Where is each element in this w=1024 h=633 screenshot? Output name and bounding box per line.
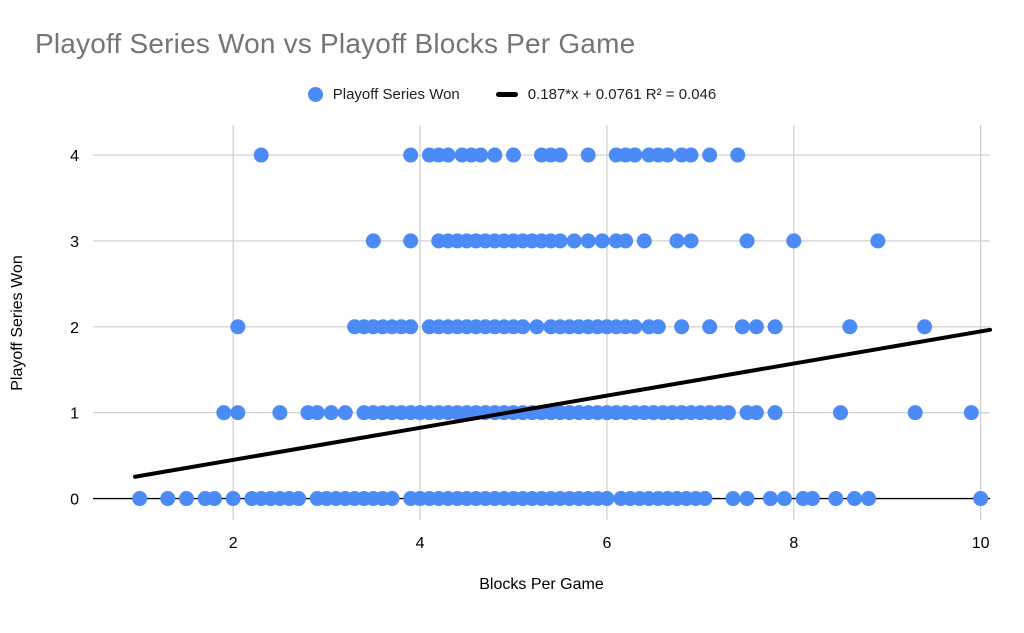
data-point (627, 147, 643, 163)
data-point (702, 147, 718, 163)
x-tick-label: 10 (972, 535, 990, 552)
data-point (337, 405, 353, 421)
data-point (552, 233, 568, 249)
data-point (748, 405, 764, 421)
data-point (384, 491, 400, 507)
y-tick-label: 3 (70, 234, 79, 251)
data-point (230, 405, 246, 421)
data-point (365, 233, 381, 249)
legend-item-trendline: 0.187*x + 0.0761 R² = 0.046 (495, 86, 717, 103)
data-point (225, 491, 241, 507)
data-point (725, 491, 741, 507)
data-point (739, 233, 755, 249)
data-point (683, 233, 699, 249)
data-point (767, 319, 783, 335)
data-point (627, 319, 643, 335)
data-point (697, 491, 713, 507)
x-tick-label: 8 (789, 535, 798, 552)
data-point (828, 491, 844, 507)
data-point (132, 491, 148, 507)
trendline-swatch-icon (495, 92, 518, 97)
legend-series-label: Playoff Series Won (332, 86, 460, 103)
data-point (160, 491, 176, 507)
data-point (580, 233, 596, 249)
data-point (178, 491, 194, 507)
data-point (594, 233, 610, 249)
trendline (133, 327, 992, 479)
data-point (487, 147, 503, 163)
chart-title: Playoff Series Won vs Playoff Blocks Per… (35, 28, 636, 59)
y-tick-label: 4 (70, 148, 79, 165)
data-point (309, 405, 325, 421)
data-point (973, 491, 989, 507)
data-point (730, 147, 746, 163)
data-point (702, 319, 718, 335)
data-point (515, 319, 531, 335)
data-point (739, 491, 755, 507)
legend-trendline-label: 0.187*x + 0.0761 R² = 0.046 (527, 86, 717, 103)
y-tick-label: 2 (70, 320, 79, 337)
y-tick-label: 1 (70, 406, 79, 423)
data-point (720, 405, 736, 421)
data-point (842, 319, 858, 335)
data-point (669, 233, 685, 249)
data-point (580, 147, 596, 163)
data-point (505, 147, 521, 163)
x-tick-label: 4 (416, 535, 425, 552)
data-point (636, 233, 652, 249)
x-tick-label: 6 (602, 535, 611, 552)
data-point (529, 319, 545, 335)
data-point (683, 147, 699, 163)
data-point (963, 405, 979, 421)
series-point-swatch-icon (307, 87, 323, 102)
data-point (660, 147, 676, 163)
data-point (917, 319, 933, 335)
data-point (323, 405, 339, 421)
data-point (833, 405, 848, 421)
legend: Playoff Series Won 0.187*x + 0.0761 R² =… (0, 86, 1024, 103)
data-point (776, 491, 792, 507)
data-point (291, 491, 307, 507)
data-point (403, 147, 419, 163)
data-point (786, 233, 802, 249)
data-point (650, 319, 666, 335)
data-point (566, 233, 582, 249)
data-point (599, 491, 615, 507)
data-point (206, 491, 222, 507)
data-point (804, 491, 820, 507)
data-point (403, 319, 419, 335)
data-point (272, 405, 288, 421)
data-point (674, 319, 690, 335)
data-point (253, 147, 269, 163)
data-point (473, 147, 489, 163)
data-point (748, 319, 764, 335)
data-point (767, 405, 783, 421)
legend-item-series: Playoff Series Won (307, 86, 460, 103)
data-point (216, 405, 232, 421)
data-point (870, 233, 886, 249)
y-tick-label: 0 (70, 492, 79, 509)
data-point (762, 491, 778, 507)
data-point (861, 491, 877, 507)
data-point (734, 319, 750, 335)
data-point (618, 233, 634, 249)
data-point (907, 405, 923, 421)
x-axis-title: Blocks Per Game (479, 576, 604, 593)
data-point (230, 319, 246, 335)
data-point (440, 147, 456, 163)
data-point (552, 147, 568, 163)
data-point (847, 491, 863, 507)
x-tick-label: 2 (229, 535, 238, 552)
data-point (403, 233, 419, 249)
